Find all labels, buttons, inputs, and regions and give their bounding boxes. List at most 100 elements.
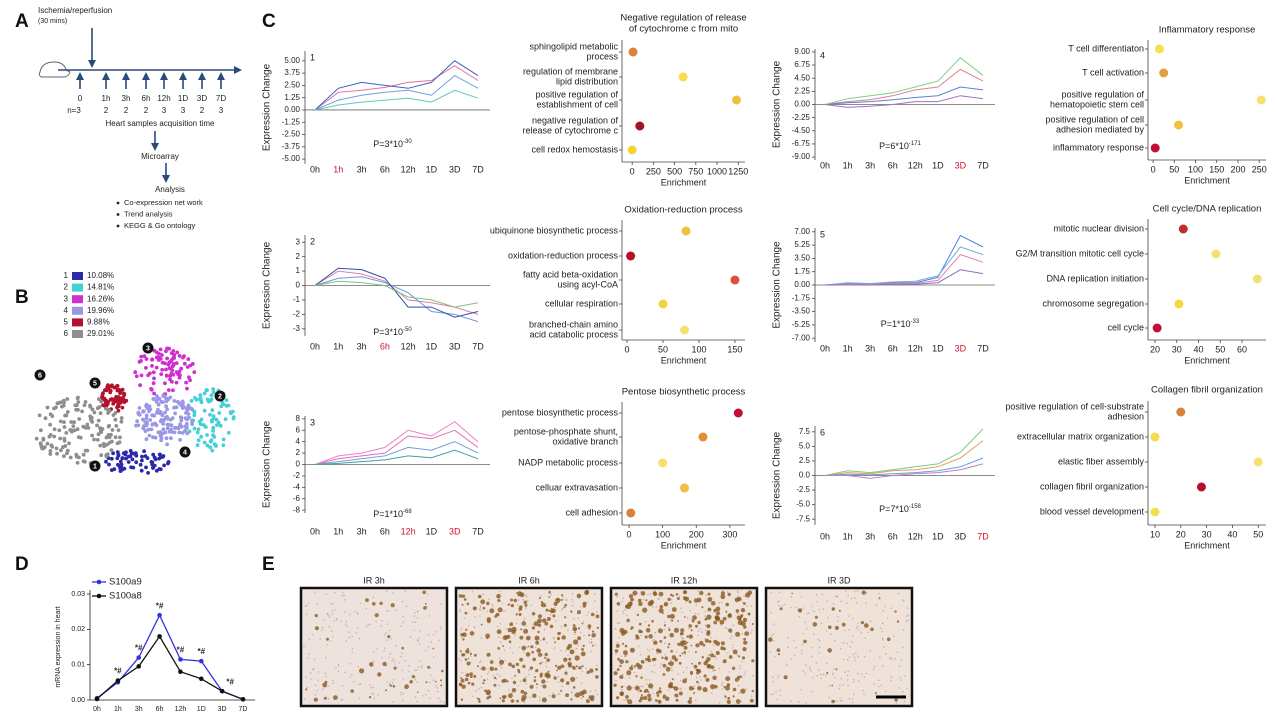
tissue-texture — [907, 619, 909, 621]
term-label: adhesion mediated by — [1056, 124, 1145, 134]
panel-letter: A — [15, 11, 29, 32]
network-node — [173, 426, 178, 430]
stained-cell — [574, 692, 581, 698]
tissue-texture — [728, 671, 730, 673]
x-tick-label: 250 — [646, 166, 661, 176]
network-node — [104, 454, 109, 459]
network-node — [115, 456, 120, 461]
tissue-texture — [330, 610, 333, 612]
tissue-texture — [899, 677, 901, 679]
stained-cell — [629, 647, 635, 653]
stained-cell — [544, 621, 549, 626]
tissue-texture — [690, 618, 692, 621]
stained-cell — [668, 682, 674, 687]
tissue-texture — [653, 638, 655, 641]
stained-cell — [506, 680, 509, 683]
stained-cell — [592, 644, 594, 647]
stained-cell — [466, 661, 471, 666]
expression-line — [825, 269, 984, 286]
legend-number: 3 — [64, 294, 69, 303]
network-node — [107, 409, 112, 413]
y-tick-label: 0 — [296, 460, 301, 469]
stained-cell — [688, 686, 694, 691]
stained-cell — [538, 597, 541, 600]
tissue-texture — [414, 696, 417, 698]
stained-cell — [630, 597, 634, 602]
stained-cell — [640, 591, 646, 596]
tissue-texture — [852, 653, 854, 656]
stained-cell — [682, 678, 687, 684]
tissue-texture — [376, 648, 379, 650]
x-tick-label: 7D — [472, 164, 484, 174]
stained-cell — [523, 691, 528, 695]
tissue-texture — [875, 604, 878, 606]
tissue-texture — [856, 590, 859, 592]
y-tick-label: 0.02 — [71, 626, 85, 633]
tissue-texture — [335, 667, 337, 669]
tissue-texture — [773, 623, 775, 625]
tissue-texture — [543, 628, 546, 631]
network-node — [164, 399, 169, 404]
tissue-texture — [779, 694, 782, 697]
tissue-texture — [511, 652, 514, 654]
tissue-texture — [751, 629, 753, 632]
tissue-texture — [860, 673, 863, 676]
cluster-badge — [214, 390, 226, 402]
tissue-texture — [694, 668, 697, 670]
tissue-texture — [377, 694, 379, 696]
panel-letter: C — [262, 11, 276, 32]
term-label: cell adhesion — [565, 507, 618, 517]
y-axis-label: mRNA expression in heart — [55, 606, 62, 687]
stained-cell — [522, 678, 527, 683]
network-node — [144, 366, 148, 370]
tissue-texture — [865, 602, 867, 604]
term-label: positive regulation of cell-substrate — [1005, 401, 1144, 411]
timepoint: 7D — [216, 94, 226, 103]
x-tick-label: 3h — [865, 160, 875, 170]
network-node — [185, 417, 190, 422]
stained-cell — [425, 681, 428, 684]
stained-cell — [561, 635, 566, 640]
tissue-texture — [439, 625, 442, 628]
stained-cell — [459, 683, 462, 687]
network-node — [61, 445, 65, 450]
tissue-texture — [882, 609, 884, 612]
stained-cell — [521, 621, 527, 626]
tissue-texture — [819, 673, 822, 676]
tissue-texture — [810, 605, 813, 608]
stained-cell — [525, 635, 531, 641]
tissue-texture — [881, 622, 884, 624]
image-title: IR 12h — [671, 575, 698, 585]
tissue-texture — [522, 598, 524, 601]
tissue-texture — [331, 679, 334, 682]
network-node — [186, 412, 191, 416]
stained-cell — [713, 669, 716, 671]
stained-cell — [715, 651, 720, 655]
cluster-number: 6 — [820, 427, 825, 437]
tissue-texture — [639, 685, 642, 688]
tissue-texture — [499, 657, 501, 659]
network-node — [211, 433, 216, 437]
stained-cell — [503, 678, 507, 683]
y-tick-label: -5.00 — [282, 154, 301, 163]
y-tick-label: -8 — [293, 505, 301, 514]
x-tick-label: 30 — [1202, 529, 1212, 539]
stained-cell — [535, 683, 538, 686]
tissue-texture — [704, 624, 707, 627]
stained-cell — [678, 691, 683, 696]
x-tick-label: 1h — [843, 531, 853, 541]
x-tick-label: 1h — [333, 164, 343, 174]
tissue-texture — [664, 653, 666, 656]
stained-cell — [712, 675, 717, 680]
network-node — [167, 360, 172, 365]
stained-cell — [707, 592, 711, 596]
network-node — [177, 354, 182, 358]
stained-cell — [379, 601, 383, 605]
legend-swatch — [72, 295, 83, 304]
network-node — [52, 406, 56, 411]
x-tick-label: 0h — [310, 526, 320, 536]
network-node — [101, 403, 105, 407]
legend-swatch — [72, 272, 83, 280]
stained-cell — [510, 699, 515, 703]
stained-cell — [577, 636, 582, 641]
